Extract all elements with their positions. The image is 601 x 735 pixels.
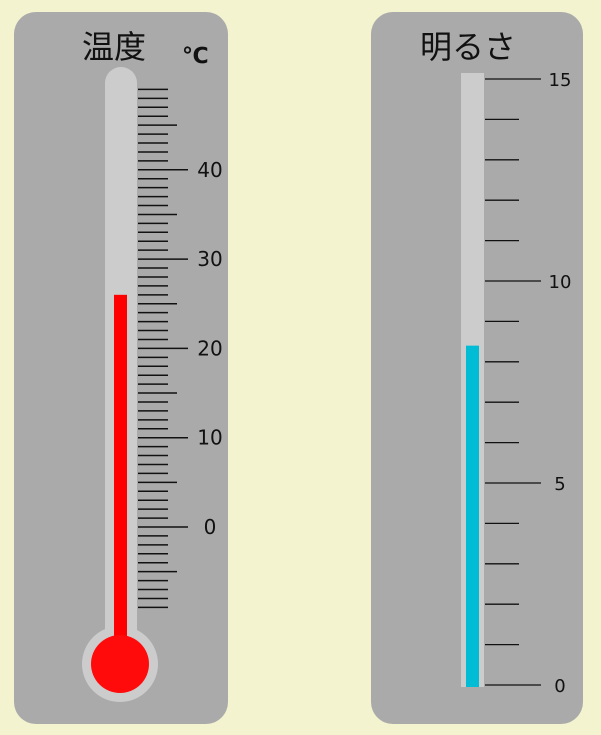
thermometer-fill <box>114 294 127 664</box>
tick-label: 15 <box>549 70 572 91</box>
temperature-title: 温度 <box>82 28 147 66</box>
tick-label: 10 <box>549 272 572 293</box>
thermometer-bulb <box>91 635 149 693</box>
tick-label: 0 <box>204 515 217 539</box>
tick-label: 0 <box>554 676 565 697</box>
brightness-gauge: 15 10 5 0 <box>461 70 571 697</box>
tick-label: 30 <box>197 247 222 271</box>
tick-label: 40 <box>197 158 222 182</box>
brightness-title: 明るさ <box>420 28 517 66</box>
tick-label: 10 <box>197 426 222 450</box>
temperature-unit: ℃ <box>182 44 209 69</box>
brightness-fill <box>466 345 479 687</box>
tick-label: 20 <box>197 336 222 360</box>
tick-label: 5 <box>554 474 565 495</box>
thermometer: 40 30 20 10 0 <box>82 67 223 702</box>
